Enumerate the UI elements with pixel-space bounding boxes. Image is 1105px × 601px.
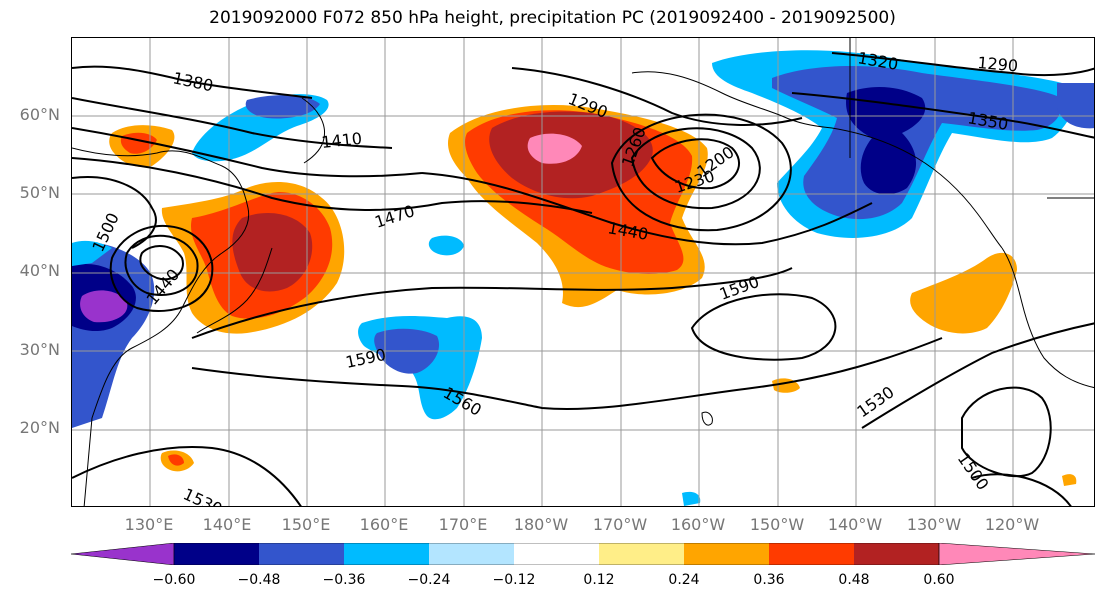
colorbar-tick: 0.36 [753, 572, 785, 588]
lat-label-20n: 20°N [19, 418, 60, 437]
contour-label: 1410 [320, 129, 362, 152]
pos-region-east [910, 252, 1017, 334]
neg-region-west-peak [80, 290, 128, 323]
coast-alaska [631, 71, 833, 129]
contour-1470 [72, 157, 593, 214]
contour-1410 [72, 97, 393, 149]
neg-region-alaska-mid [772, 66, 1061, 220]
lon-label-180w: 180°W [513, 515, 569, 534]
contour-label: 1530 [180, 484, 225, 507]
contour-1560 [191, 337, 943, 410]
contour-1590a [191, 267, 793, 339]
coast-alaska-south [831, 127, 1003, 249]
contour-1380 [72, 65, 313, 99]
contour-jl-1 [139, 245, 184, 281]
pos-region-small-far-east [1062, 474, 1077, 486]
colorbar-arrow-right [938, 543, 1095, 565]
neg-region-alaska-core [846, 86, 926, 195]
colorbar [71, 543, 1095, 565]
contour-label: 1380 [171, 68, 215, 95]
contour-low-2 [630, 127, 761, 210]
colorbar-tick: −0.60 [152, 572, 196, 588]
lon-label-170w: 170°W [592, 515, 648, 534]
colorbar-swatch [259, 543, 344, 565]
lat-label-60n: 60°N [19, 105, 60, 124]
colorbar-tick: 0.48 [838, 572, 870, 588]
map-canvas: 1380 1410 1290 1260 1230 1200 1320 1290 … [72, 38, 1094, 507]
lat-label-40n: 40°N [19, 261, 60, 280]
contour-1530b [861, 322, 1094, 429]
lon-label-150e: 150°E [281, 515, 331, 534]
colorbar-tick: −0.24 [407, 572, 451, 588]
pos-region-japan-core [232, 213, 313, 292]
colorbar-tick: −0.36 [322, 572, 366, 588]
contour-1350 [791, 92, 1094, 139]
contour-low-1 [650, 138, 741, 190]
colorbar-swatch [854, 543, 939, 565]
coast-kamchatka [301, 97, 326, 164]
gridlines [72, 38, 1094, 506]
colorbar-swatch [514, 543, 599, 565]
contour-1530 [72, 446, 302, 506]
map-title: 2019092000 F072 850 hPa height, precipit… [209, 8, 896, 28]
contour-label: 1290 [977, 53, 1019, 75]
lon-label-120w: 120°W [984, 515, 1040, 534]
lon-label-170e: 170°E [438, 515, 488, 534]
contour-label: 1530 [853, 382, 897, 421]
contour-label: 1470 [372, 201, 417, 232]
contour-label: 1590 [344, 345, 388, 372]
neg-region-okhotsk-core [245, 95, 320, 119]
colorbar-tick: −0.12 [492, 572, 536, 588]
contour-1290 [511, 67, 803, 126]
contour-1500b [961, 386, 1052, 478]
lat-label-30n: 30°N [19, 340, 60, 359]
map-panel: 1380 1410 1290 1260 1230 1200 1320 1290 … [71, 37, 1095, 507]
lon-label-150w: 150°W [749, 515, 805, 534]
contour-low-3 [610, 113, 792, 232]
colorbar-swatch [769, 543, 854, 565]
precip-shading [72, 50, 1094, 506]
contour-1440b [421, 172, 873, 246]
coast-hawaii [701, 411, 713, 426]
lat-label-50n: 50°N [19, 183, 60, 202]
colorbar-arrow-left [71, 543, 175, 565]
contour-label: 1500 [954, 449, 993, 493]
lon-label-130w: 130°W [906, 515, 962, 534]
coast-na-west [1001, 247, 1094, 389]
contour-1500c [971, 473, 1072, 506]
colorbar-swatch [174, 543, 259, 565]
coast-asia [72, 147, 250, 506]
coast-japan [196, 247, 273, 334]
contour-1320 [831, 52, 1094, 77]
neg-region-small-2 [682, 491, 701, 506]
colorbar-frame [173, 543, 940, 565]
contour-1440a [72, 127, 423, 178]
colorbar-tick: 0.24 [668, 572, 700, 588]
contour-jl-3 [109, 224, 214, 312]
lon-label-160w: 160°W [670, 515, 726, 534]
colorbar-swatch [344, 543, 429, 565]
height-contours [72, 52, 1094, 506]
neg-region-small-1 [428, 235, 464, 256]
lon-label-140w: 140°W [827, 515, 883, 534]
contour-1590b [690, 293, 837, 361]
lon-label-160e: 160°E [359, 515, 409, 534]
colorbar-tick: −0.48 [237, 572, 281, 588]
colorbar-tick: 0.12 [583, 572, 615, 588]
colorbar-swatch [684, 543, 769, 565]
colorbar-swatch [599, 543, 684, 565]
pos-region-central-peak [527, 133, 582, 164]
contour-jl-2 [124, 234, 199, 296]
lon-label-130e: 130°E [124, 515, 174, 534]
coastlines [72, 38, 1094, 506]
contour-1500a [72, 176, 157, 249]
colorbar-tick: 0.60 [923, 572, 955, 588]
pos-region-small-south-core [168, 454, 184, 466]
colorbar-swatch [429, 543, 514, 565]
lon-label-140e: 140°E [202, 515, 252, 534]
neg-region-west-edge [72, 240, 112, 266]
neg-region-alaska-east [1057, 83, 1094, 129]
